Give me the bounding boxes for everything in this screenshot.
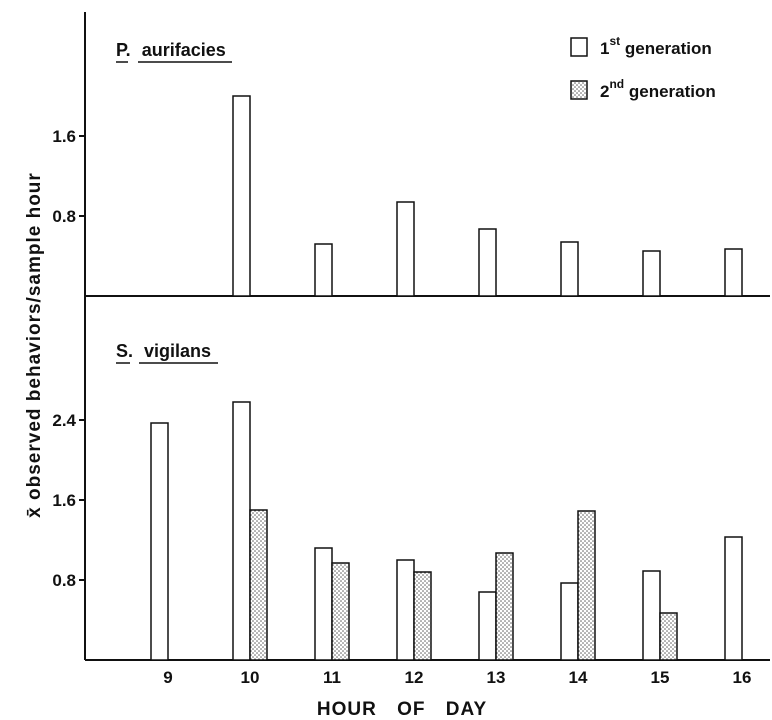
bar-second-generation [331, 562, 350, 661]
bar-second-generation [659, 612, 678, 661]
y-axis-title: x̄ observed behaviors/sample hour [24, 172, 45, 518]
bar-first-generation [396, 559, 415, 661]
x-tick-label: 10 [241, 668, 260, 687]
bars [150, 95, 743, 661]
bar-first-generation [642, 570, 661, 661]
x-tick-label: 14 [569, 668, 588, 687]
svg-text:S. vigilans: S. vigilans [116, 341, 211, 361]
legend-swatch-first-generation [570, 37, 588, 57]
y-tick-label: 2.4 [52, 411, 76, 430]
bar-first-generation [560, 582, 579, 661]
x-tick-label: 16 [733, 668, 752, 687]
x-tick-label: 11 [323, 668, 341, 687]
panel-title-name: aurifacies [142, 40, 226, 60]
bar-second-generation [249, 509, 268, 661]
y-tick-label: 1.6 [52, 491, 76, 510]
x-axis-title: HOUR OF DAY [317, 699, 487, 720]
x-tick-label: 9 [163, 668, 172, 687]
bar-first-generation [642, 250, 661, 297]
x-ticks: 9 10 11 12 13 14 15 16 [163, 668, 751, 687]
bar-second-generation [413, 571, 432, 661]
bar-first-generation [314, 547, 333, 661]
panel-title-prefix: S. [116, 341, 133, 361]
legend-swatch-second-generation [570, 80, 588, 100]
bar-first-generation [396, 201, 415, 297]
bar-second-generation [577, 510, 596, 661]
bar-first-generation [314, 243, 333, 297]
legend-label-first-generation: 1st generation [600, 34, 712, 58]
bar-first-generation [560, 241, 579, 297]
panel-title-p-aurifacies: P. aurifacies [116, 40, 232, 63]
bar-first-generation [232, 401, 251, 661]
svg-text:P. aurifacies: P. aurifacies [116, 40, 226, 60]
bar-first-generation [478, 591, 497, 661]
panel-title-name: vigilans [144, 341, 211, 361]
y-ticks: 0.8 1.6 0.8 1.6 2.4 [52, 127, 85, 590]
y-tick-label: 1.6 [52, 127, 76, 146]
panel-title-s-vigilans: S. vigilans [116, 341, 218, 364]
x-tick-label: 15 [651, 668, 670, 687]
legend-label-second-generation: 2nd generation [600, 77, 716, 101]
x-tick-label: 12 [405, 668, 424, 687]
bar-first-generation [232, 95, 251, 297]
legend: 1st generation 2nd generation [570, 34, 716, 101]
bar-first-generation [724, 248, 743, 297]
y-tick-label: 0.8 [52, 571, 76, 590]
bar-first-generation [478, 228, 497, 297]
bar-second-generation [495, 552, 514, 661]
panel-title-prefix: P. [116, 40, 131, 60]
bar-first-generation [724, 536, 743, 661]
bar-first-generation [150, 422, 169, 661]
x-tick-label: 13 [487, 668, 506, 687]
y-tick-label: 0.8 [52, 207, 76, 226]
